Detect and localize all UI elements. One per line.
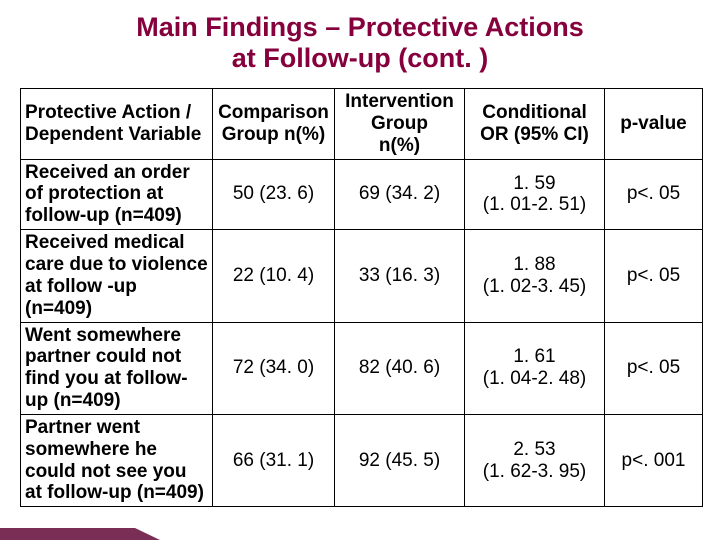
cell-or: 1. 88(1. 02-3. 45) bbox=[465, 230, 605, 322]
or-value: 2. 53 bbox=[513, 439, 555, 460]
cell-intervention: 82 (40. 6) bbox=[335, 322, 465, 414]
cell-comparison: 72 (34. 0) bbox=[213, 322, 335, 414]
row-label: Received an order of protection at follo… bbox=[21, 159, 213, 230]
table-row: Received an order of protection at follo… bbox=[21, 159, 703, 230]
or-value: 1. 59 bbox=[513, 173, 555, 194]
table-row: Received medical care due to violence at… bbox=[21, 230, 703, 322]
cell-pvalue: p<. 05 bbox=[605, 322, 703, 414]
title-line-1: Main Findings – Protective Actions bbox=[136, 12, 584, 42]
cell-or: 2. 53(1. 62-3. 95) bbox=[465, 414, 605, 506]
slide-title: Main Findings – Protective Actions at Fo… bbox=[20, 12, 700, 74]
cell-pvalue: p<. 05 bbox=[605, 159, 703, 230]
col-header-variable: Protective Action / Dependent Variable bbox=[21, 89, 213, 160]
cell-intervention: 69 (34. 2) bbox=[335, 159, 465, 230]
col-header-intervention: Intervention Groupn(%) bbox=[335, 89, 465, 160]
col-header-or: Conditional OR (95% CI) bbox=[465, 89, 605, 160]
or-value: 1. 61 bbox=[513, 346, 555, 367]
table-header-row: Protective Action / Dependent Variable C… bbox=[21, 89, 703, 160]
cell-comparison: 66 (31. 1) bbox=[213, 414, 335, 506]
row-label: Went somewhere partner could not find yo… bbox=[21, 322, 213, 414]
or-ci: (1. 02-3. 45) bbox=[483, 276, 587, 297]
cell-or: 1. 61(1. 04-2. 48) bbox=[465, 322, 605, 414]
or-ci: (1. 62-3. 95) bbox=[483, 461, 587, 482]
findings-table: Protective Action / Dependent Variable C… bbox=[20, 88, 703, 507]
or-ci: (1. 04-2. 48) bbox=[483, 368, 587, 389]
cell-intervention: 33 (16. 3) bbox=[335, 230, 465, 322]
or-value: 1. 88 bbox=[513, 254, 555, 275]
col-header-pvalue: p-value bbox=[605, 89, 703, 160]
or-ci: (1. 01-2. 51) bbox=[483, 194, 587, 215]
cell-comparison: 22 (10. 4) bbox=[213, 230, 335, 322]
row-label: Partner went somewhere he could not see … bbox=[21, 414, 213, 506]
col-header-comparison: Comparison Group n(%) bbox=[213, 89, 335, 160]
cell-or: 1. 59(1. 01-2. 51) bbox=[465, 159, 605, 230]
table-row: Went somewhere partner could not find yo… bbox=[21, 322, 703, 414]
cell-comparison: 50 (23. 6) bbox=[213, 159, 335, 230]
cell-pvalue: p<. 05 bbox=[605, 230, 703, 322]
footer-accent-shape bbox=[0, 528, 160, 540]
cell-intervention: 92 (45. 5) bbox=[335, 414, 465, 506]
table-row: Partner went somewhere he could not see … bbox=[21, 414, 703, 506]
slide: Main Findings – Protective Actions at Fo… bbox=[0, 0, 720, 540]
cell-pvalue: p<. 001 bbox=[605, 414, 703, 506]
row-label: Received medical care due to violence at… bbox=[21, 230, 213, 322]
title-line-2: at Follow-up (cont. ) bbox=[232, 43, 488, 73]
